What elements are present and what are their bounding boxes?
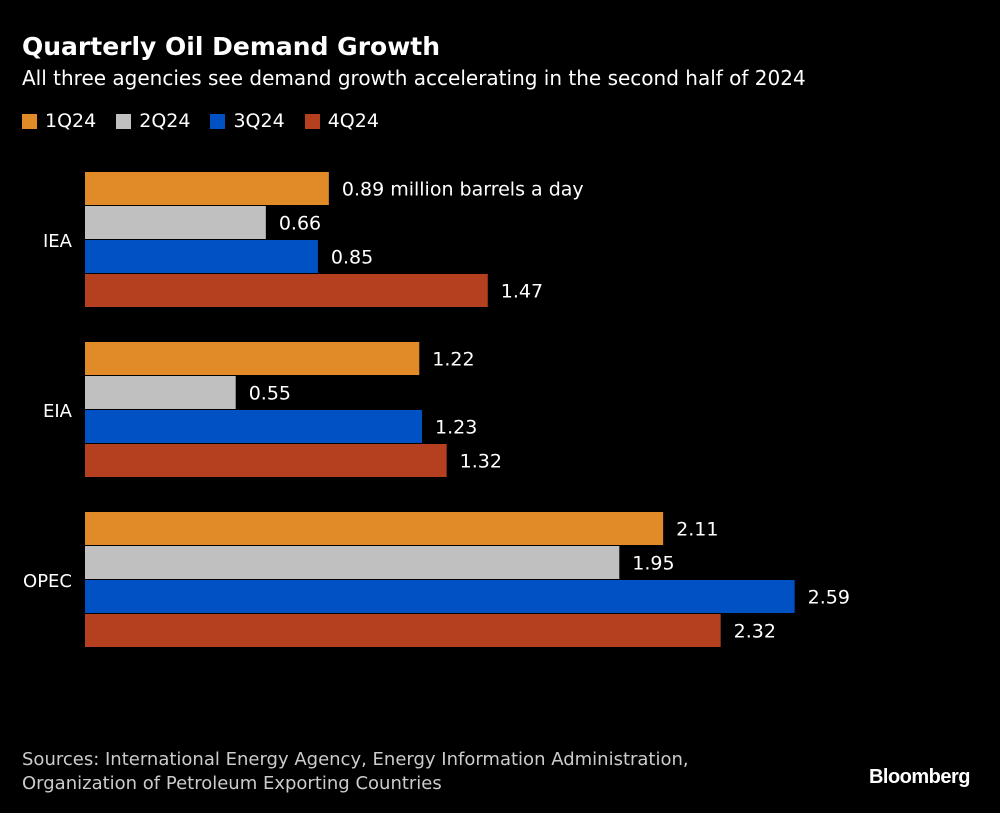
bar-iea-3q24 [85,240,318,273]
bar-iea-2q24 [85,206,266,239]
legend-item-3q24: 3Q24 [210,110,285,132]
data-label: 0.66 [279,213,321,235]
legend-label: 1Q24 [45,110,97,132]
data-label: 1.22 [432,349,474,371]
bar-opec-4q24 [85,614,721,647]
legend-label: 2Q24 [139,110,191,132]
legend-swatch [116,113,132,129]
category-label: EIA [43,401,73,422]
data-label: 0.55 [249,383,291,405]
chart-title: Quarterly Oil Demand Growth [22,32,441,61]
legend-swatch [304,113,320,129]
bar-opec-3q24 [85,580,795,613]
legend-item-4q24: 4Q24 [304,110,379,132]
bar-iea-1q24 [85,172,329,205]
chart-subtitle: All three agencies see demand growth acc… [22,66,806,90]
data-label: 1.47 [501,281,543,303]
data-label: 1.95 [632,553,674,575]
category-label: IEA [43,231,73,252]
data-label: 2.11 [676,519,718,541]
source-line-2: Organization of Petroleum Exporting Coun… [22,773,442,794]
data-label: 0.89 million barrels a day [342,179,584,201]
bar-eia-1q24 [85,342,420,375]
bar-eia-2q24 [85,376,236,409]
legend-item-2q24: 2Q24 [116,110,190,132]
legend-label: 4Q24 [327,110,379,132]
legend-label: 3Q24 [233,110,285,132]
bar-eia-3q24 [85,410,423,443]
bar-eia-4q24 [85,444,447,477]
bar-iea-4q24 [85,274,488,307]
legend-swatch [210,113,226,129]
legend-item-1q24: 1Q24 [22,110,96,132]
legend: 1Q24 2Q24 3Q24 4Q24 [22,110,379,132]
category-label: OPEC [23,571,72,592]
bar-opec-1q24 [85,512,664,545]
data-label: 1.32 [460,451,502,473]
bloomberg-logo: Bloomberg [868,766,971,788]
data-label: 2.59 [808,587,850,609]
source-note: Sources: International Energy Agency, En… [22,748,689,796]
bar-opec-2q24 [85,546,620,579]
data-label: 2.32 [734,621,776,643]
data-label: 1.23 [435,417,477,439]
source-line-1: Sources: International Energy Agency, En… [22,749,689,770]
data-label: 0.85 [331,247,373,269]
legend-swatch [22,113,37,129]
